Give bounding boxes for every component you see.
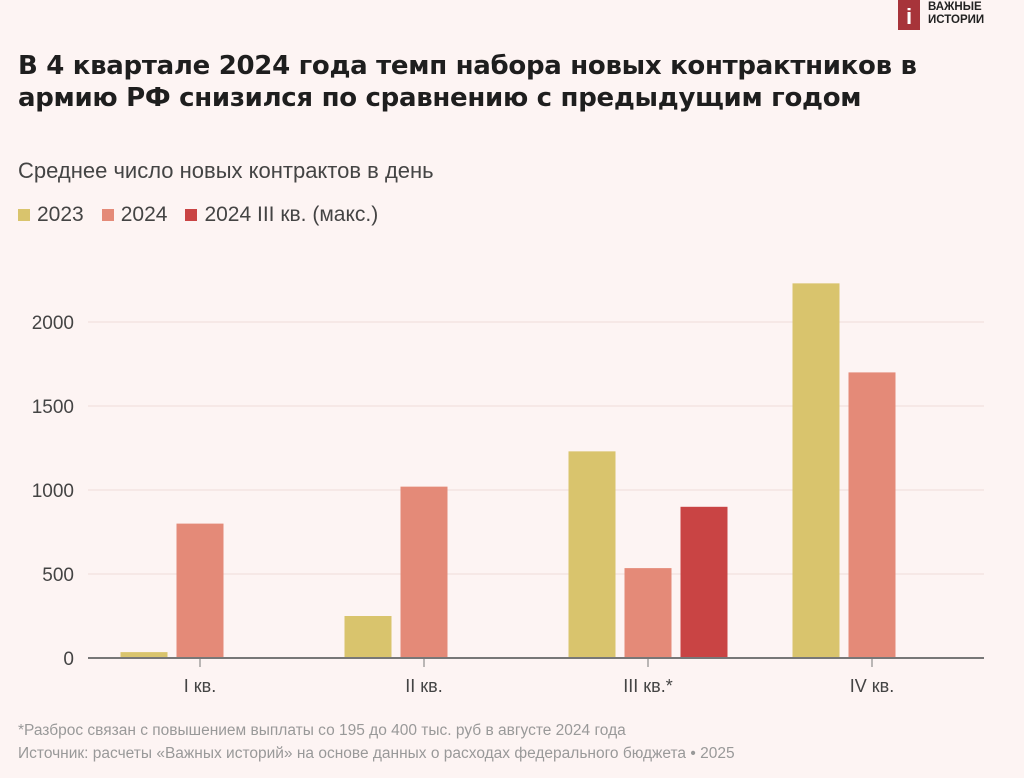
legend-label: 2023 bbox=[37, 203, 84, 226]
chart-subtitle: Среднее число новых контрактов в день bbox=[18, 158, 434, 183]
legend: 2023 2024 2024 III кв. (макс.) bbox=[18, 203, 378, 227]
legend-item-2024-q3-max: 2024 III кв. (макс.) bbox=[185, 203, 378, 227]
x-tick-label: III кв.* bbox=[623, 676, 672, 696]
y-tick-label: 500 bbox=[42, 565, 74, 586]
legend-swatch bbox=[18, 209, 30, 221]
footnote: *Разброс связан с повышением выплаты со … bbox=[18, 722, 626, 739]
bar-2024-III--2 bbox=[680, 506, 728, 658]
y-tick-label: 1000 bbox=[32, 481, 74, 502]
legend-label: 2024 bbox=[120, 203, 168, 226]
bar-2023-2 bbox=[568, 451, 616, 658]
logo-text: ВАЖНЫЕ ИСТОРИИ bbox=[928, 1, 984, 27]
bar-2024-3 bbox=[848, 372, 896, 658]
logo-line2: ИСТОРИИ bbox=[928, 14, 985, 26]
legend-item-2024: 2024 bbox=[101, 203, 168, 227]
y-tick-label: 2000 bbox=[32, 313, 74, 334]
bar-2023-3 bbox=[792, 283, 840, 658]
chart-title: В 4 квартале 2024 года темп набора новых… bbox=[18, 51, 917, 113]
bar-2023-1 bbox=[344, 616, 392, 658]
x-tick-label: II кв. bbox=[405, 676, 442, 696]
x-tick-label: IV кв. bbox=[850, 676, 894, 696]
x-tick-label: I кв. bbox=[184, 676, 216, 696]
legend-swatch bbox=[185, 209, 198, 221]
legend-item-2023: 2023 bbox=[18, 203, 84, 227]
bar-2024-1 bbox=[400, 486, 448, 658]
legend-swatch bbox=[101, 209, 114, 221]
logo-mark: i bbox=[898, 0, 920, 30]
y-tick-label: 0 bbox=[63, 649, 74, 670]
source-note: Источник: расчеты «Важных историй» на ос… bbox=[18, 745, 735, 762]
bar-2023-0 bbox=[120, 652, 168, 658]
logo-line1: ВАЖНЫЕ bbox=[928, 1, 982, 13]
legend-label: 2024 III кв. (макс.) bbox=[204, 203, 379, 226]
logo: i ВАЖНЫЕ ИСТОРИИ bbox=[898, 0, 984, 30]
bar-2024-2 bbox=[624, 568, 672, 658]
y-tick-label: 1500 bbox=[32, 397, 74, 418]
bar-2024-0 bbox=[176, 523, 224, 658]
